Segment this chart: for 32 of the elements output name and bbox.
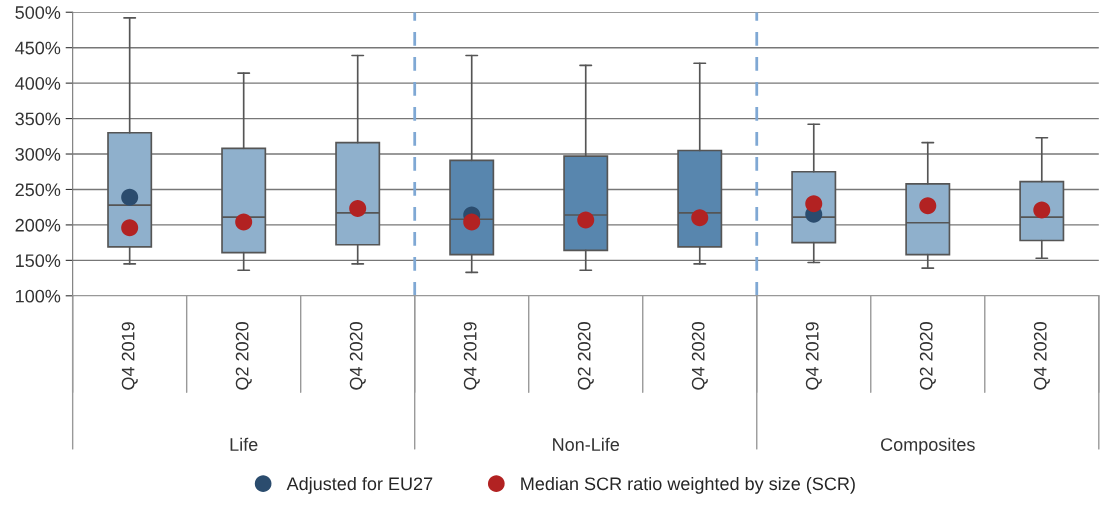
x-tick-label: Q4 2019 [463,322,480,390]
point [577,211,595,229]
point [349,200,367,218]
y-tick-label: 500% [15,6,61,19]
point [121,188,139,206]
point [463,213,481,231]
text: Composites [881,437,975,455]
point [805,195,823,213]
x-tick-label: Q4 2020 [1033,322,1050,390]
x-tick-label: Q4 2019 [805,322,822,390]
legend-label: Adjusted for EU27 [286,476,433,494]
y-tick-label: 400% [15,77,61,90]
x-tick-label: Q4 2020 [691,322,708,390]
y-tick-label: 100% [16,289,61,303]
x-tick-label: Q2 2020 [235,322,252,390]
y-tick-label: 450% [15,41,61,55]
y-tick-label: 350% [15,112,61,126]
point [121,219,139,237]
x-tick-label: Q4 2019 [121,322,138,390]
legend-label: Median SCR ratio weighted by size (SCR) [521,476,855,494]
point [235,213,253,231]
x-tick-label: Q4 2020 [349,322,366,390]
y-tick-label: 300% [15,147,61,161]
point [919,197,937,215]
point [691,209,709,227]
y-tick-label: 200% [15,218,61,232]
y-tick-label: 150% [16,254,61,268]
x-tick-label: Q2 2020 [919,322,936,390]
y-tick-label: 250% [15,183,61,197]
x-tick-label: Q2 2020 [577,322,594,390]
text: Non-Life [553,437,620,451]
text: Life [230,437,258,451]
